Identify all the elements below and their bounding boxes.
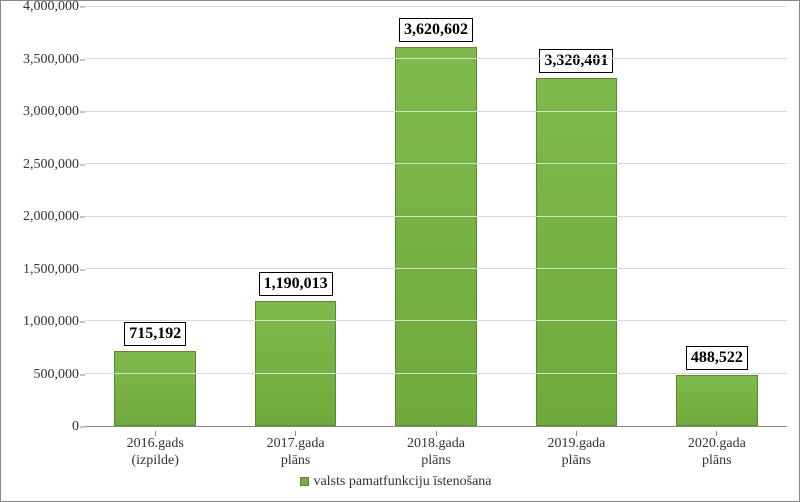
x-axis-label: 2016.gads(izpilde) — [85, 427, 225, 470]
bar: 3,620,602 — [395, 47, 476, 426]
x-label-line1: 2018.gada — [366, 436, 506, 453]
x-axis: 2016.gads(izpilde)2017.gadaplāns2018.gad… — [85, 427, 787, 470]
x-axis-label: 2019.gadaplāns — [506, 427, 646, 470]
x-label-line1: 2017.gada — [225, 436, 365, 453]
y-axis: 0500,0001,000,0001,500,0002,000,0002,500… — [5, 7, 85, 427]
y-tick-label: 0 — [72, 419, 79, 435]
x-axis-label: 2018.gadaplāns — [366, 427, 506, 470]
x-label-line2: (izpilde) — [85, 453, 225, 470]
legend: valsts pamatfunkciju īstenošana — [5, 474, 787, 490]
gridline — [85, 268, 787, 269]
y-tick-label: 3,500,000 — [23, 52, 79, 68]
gridline — [85, 58, 787, 59]
x-axis-label: 2020.gadaplāns — [647, 427, 787, 470]
y-tick-label: 500,000 — [34, 367, 80, 383]
plot-area: 715,192 1,190,013 3,620,602 3,320,401 488,52… — [85, 7, 787, 427]
gridline — [85, 163, 787, 164]
y-tick-label: 1,000,000 — [23, 314, 79, 330]
bar-slot: 488,522 — [647, 7, 787, 426]
legend-swatch — [300, 477, 309, 486]
data-label: 1,190,013 — [259, 272, 333, 296]
legend-text: valsts pamatfunkciju īstenošana — [313, 474, 491, 489]
chart-container: 0 500,000 1,000,000 1,500,000 2,000,000 2,500… — [0, 0, 800, 502]
x-label-line1: 2020.gada — [647, 436, 787, 453]
bar-slot: 3,620,602 — [366, 7, 506, 426]
bar: 3,320,401 — [536, 78, 617, 426]
gridline — [85, 320, 787, 321]
plot-wrapper: 0500,0001,000,0001,500,0002,000,0002,500… — [5, 7, 787, 427]
gridline — [85, 111, 787, 112]
x-label-line2: plāns — [225, 453, 365, 470]
x-label-line1: 2016.gads — [85, 436, 225, 453]
data-label: 3,320,401 — [539, 49, 613, 73]
data-label: 488,522 — [686, 346, 748, 370]
data-label: 3,620,602 — [399, 18, 473, 42]
data-label: 715,192 — [124, 322, 186, 346]
bar-group: 715,192 1,190,013 3,620,602 3,320,401 488,52… — [85, 7, 787, 426]
bar: 488,522 — [676, 375, 757, 426]
bar-slot: 1,190,013 — [225, 7, 365, 426]
x-label-line2: plāns — [506, 453, 646, 470]
y-tick-label: 2,000,000 — [23, 209, 79, 225]
x-label-line1: 2019.gada — [506, 436, 646, 453]
x-label-line2: plāns — [366, 453, 506, 470]
gridline — [85, 373, 787, 374]
bar: 715,192 — [114, 351, 195, 426]
gridline — [85, 216, 787, 217]
y-tick-label: 1,500,000 — [23, 262, 79, 278]
bar-slot: 3,320,401 — [506, 7, 646, 426]
y-tick-label: 4,000,000 — [23, 0, 79, 15]
bar-slot: 715,192 — [85, 7, 225, 426]
x-label-line2: plāns — [647, 453, 787, 470]
x-axis-label: 2017.gadaplāns — [225, 427, 365, 470]
y-tick-label: 2,500,000 — [23, 157, 79, 173]
gridline — [85, 6, 787, 7]
y-tick-label: 3,000,000 — [23, 104, 79, 120]
